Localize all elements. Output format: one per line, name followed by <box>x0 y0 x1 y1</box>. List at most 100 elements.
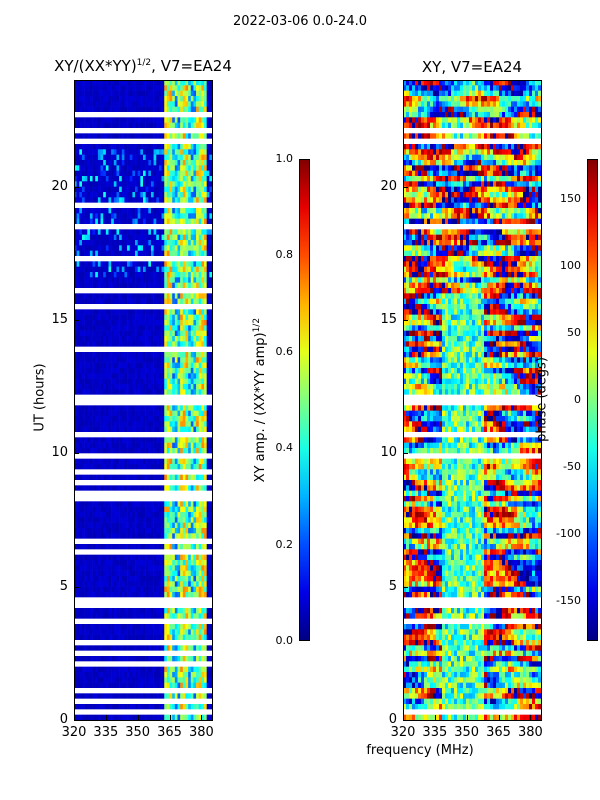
left-heatmap-cell <box>84 218 88 225</box>
left-heatmap-cell <box>127 645 131 651</box>
left-heatmap-cell <box>97 410 101 417</box>
left-heatmap-cell <box>140 474 144 481</box>
left-heatmap-cell <box>174 154 178 161</box>
left-heatmap-cell <box>113 133 117 139</box>
left-heatmap-cell <box>198 117 202 123</box>
left-heatmap-cell <box>177 389 181 395</box>
left-heatmap-cell <box>100 352 104 358</box>
left-heatmap-cell <box>169 144 173 150</box>
left-heatmap-cell <box>89 581 93 587</box>
left-heatmap-cell <box>108 560 112 566</box>
left-heatmap-cell <box>81 218 85 225</box>
left-heatmap-cell <box>81 384 85 390</box>
left-heatmap-cell <box>145 101 149 107</box>
left-heatmap-cell <box>97 144 101 150</box>
left-heatmap-cell <box>84 80 88 86</box>
left-heatmap-cell <box>143 117 146 123</box>
left-heatmap-cell <box>100 474 104 481</box>
left-heatmap-cell <box>164 106 168 113</box>
left-heatmap-cell <box>182 384 186 390</box>
left-heatmap-cell <box>153 106 157 113</box>
left-heatmap-cell <box>105 656 109 662</box>
left-heatmap-cell <box>196 181 200 187</box>
left-heatmap-cell <box>135 458 138 465</box>
left-heatmap-cell <box>119 506 123 513</box>
left-heatmap-cell <box>169 272 173 278</box>
left-heatmap-cell <box>74 586 77 593</box>
left-heatmap-cell <box>198 570 202 577</box>
left-heatmap-cell <box>92 570 96 577</box>
left-heatmap-cell <box>209 586 213 593</box>
left-heatmap-cell <box>100 325 104 331</box>
left-heatmap-cell <box>185 576 189 582</box>
left-heatmap-cell <box>188 197 192 203</box>
left-heatmap-cell <box>135 186 138 193</box>
left-heatmap-cell <box>92 448 96 454</box>
left-heatmap-cell <box>116 373 120 379</box>
left-heatmap-cell <box>116 656 120 662</box>
left-heatmap-cell <box>150 389 154 395</box>
left-heatmap-cell <box>116 133 120 139</box>
left-heatmap-cell <box>95 309 99 315</box>
left-heatmap-cell <box>121 672 125 678</box>
left-heatmap-cell <box>198 341 202 347</box>
left-heatmap-cell <box>190 592 194 598</box>
left-heatmap-cell <box>111 373 115 379</box>
left-heatmap-cell <box>166 565 170 571</box>
left-heatmap-cell <box>166 309 170 315</box>
left-heatmap-cell <box>135 517 138 523</box>
left-heatmap-cell <box>89 186 93 193</box>
right-heatmap-cell <box>514 80 518 86</box>
left-heatmap-cell <box>169 501 173 507</box>
left-heatmap-cell <box>153 442 157 449</box>
left-heatmap-cell <box>182 586 186 593</box>
left-heatmap-cell <box>143 565 146 571</box>
left-heatmap-cell <box>116 586 120 593</box>
left-heatmap-cell <box>76 693 80 699</box>
left-heatmap-cell <box>84 405 88 411</box>
left-heatmap-cell <box>81 362 85 369</box>
left-heatmap-cell <box>145 704 149 710</box>
left-heatmap-cell <box>161 272 165 278</box>
left-heatmap-cell <box>204 282 207 289</box>
left-heatmap-cell <box>87 85 91 91</box>
right-heatmap-cell <box>490 80 494 86</box>
left-heatmap-cell <box>164 234 168 241</box>
left-heatmap-cell <box>121 218 125 225</box>
left-heatmap-cell <box>100 522 104 529</box>
left-heatmap-cell <box>103 608 107 614</box>
left-heatmap-cell <box>145 144 149 150</box>
left-heatmap-cell <box>132 208 136 214</box>
left-heatmap-cell <box>158 629 162 635</box>
left-heatmap-cell <box>103 624 107 630</box>
left-heatmap-cell <box>198 666 202 673</box>
left-heatmap-cell <box>105 208 109 214</box>
left-heatmap-cell <box>150 101 154 107</box>
left-heatmap-cell <box>164 672 168 678</box>
left-heatmap-cell <box>108 352 112 358</box>
left-heatmap-cell <box>81 581 85 587</box>
left-heatmap-cell <box>135 330 138 337</box>
left-heatmap-cell <box>140 592 144 598</box>
left-heatmap-cell <box>135 176 138 182</box>
left-heatmap-cell <box>79 90 83 97</box>
left-heatmap-cell <box>209 85 213 91</box>
left-heatmap-cell <box>95 512 99 518</box>
left-heatmap-cell <box>92 437 96 443</box>
left-heatmap-cell <box>116 330 120 337</box>
left-heatmap-cell <box>92 410 96 417</box>
left-heatmap-cell <box>198 160 202 166</box>
left-heatmap-cell <box>177 341 181 347</box>
left-heatmap-cell <box>156 320 160 326</box>
left-heatmap-cell <box>150 144 154 150</box>
left-heatmap-cell <box>158 592 162 598</box>
left-heatmap-cell <box>105 672 109 678</box>
left-heatmap-cell <box>193 330 197 337</box>
left-heatmap-cell <box>182 645 186 651</box>
left-heatmap-cell <box>180 634 184 641</box>
left-heatmap-cell <box>166 357 170 363</box>
left-heatmap-cell <box>161 373 165 379</box>
left-heatmap-cell <box>100 544 104 550</box>
left-heatmap-cell <box>103 165 107 171</box>
left-heatmap-cell <box>185 389 189 395</box>
